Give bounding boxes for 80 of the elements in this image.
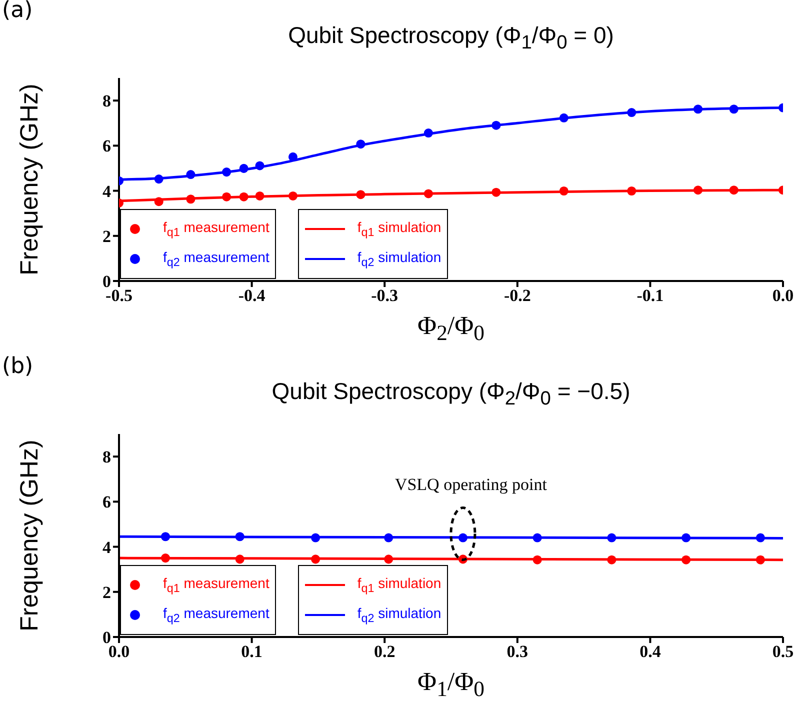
point xyxy=(693,186,703,195)
point xyxy=(532,533,542,542)
point xyxy=(255,161,264,170)
point xyxy=(160,532,170,542)
point xyxy=(160,554,170,563)
point xyxy=(384,554,394,564)
x-tick-label: 0.3 xyxy=(506,642,528,662)
point xyxy=(627,108,636,118)
x-tick-label: 0.4 xyxy=(640,642,662,662)
y-axis-title: Frequency (GHz) xyxy=(16,84,44,276)
legend-label: f$_{q1}$ measurement xyxy=(163,575,270,595)
point xyxy=(311,533,320,542)
point xyxy=(424,189,433,198)
point xyxy=(288,191,298,200)
point xyxy=(492,120,501,130)
point xyxy=(222,192,232,202)
point xyxy=(682,555,691,564)
x-tick-label: 0.2 xyxy=(374,642,396,662)
annotation: VSLQ operating point xyxy=(394,474,548,494)
x-tick-label: 0.1 xyxy=(241,642,262,662)
point xyxy=(559,186,568,196)
point xyxy=(311,554,320,564)
y-tick-label: 2 xyxy=(102,582,111,602)
y-axis-title: Frequency (GHz) xyxy=(16,440,44,632)
point xyxy=(154,174,164,184)
y-tick-label: 4 xyxy=(102,182,112,201)
x-tick-label: 0.5 xyxy=(772,642,794,662)
x-tick-label: -0.2 xyxy=(504,286,531,306)
point xyxy=(222,168,232,177)
legend-label: f$_{q1}$ simulation xyxy=(357,575,442,595)
point xyxy=(186,170,196,180)
point xyxy=(756,533,765,542)
point xyxy=(756,555,765,564)
text: (b) xyxy=(2,354,34,379)
point xyxy=(154,197,164,206)
point xyxy=(235,532,244,542)
point xyxy=(239,192,248,202)
x-tick-label: -0.1 xyxy=(636,286,664,306)
point xyxy=(627,186,636,196)
point xyxy=(186,194,196,204)
point xyxy=(356,140,366,149)
y-tick-label: 2 xyxy=(102,226,111,246)
legend-label: f$_{q1}$ simulation xyxy=(357,219,442,239)
point xyxy=(693,104,703,114)
x-axis-title: Φ$_{2}$/Φ$_{0}$ xyxy=(418,311,484,346)
y-tick-label: 6 xyxy=(102,492,111,512)
x-axis-title: Φ$_{1}$/Φ$_{0}$ xyxy=(418,667,484,702)
point xyxy=(607,533,616,542)
text: (a) xyxy=(2,0,33,23)
legend-label: f$_{q1}$ measurement xyxy=(163,219,270,239)
point xyxy=(255,191,264,200)
point xyxy=(235,554,244,564)
chart-title: Qubit Spectroscopy (Φ$_{1}$/Φ$_{0}$ = 0) xyxy=(288,22,614,54)
point xyxy=(288,152,298,162)
x-tick-label: 0.0 xyxy=(772,286,794,306)
point xyxy=(492,188,501,197)
point xyxy=(458,533,468,542)
y-tick-label: 8 xyxy=(102,448,111,467)
point xyxy=(384,533,394,542)
point xyxy=(532,555,542,564)
point xyxy=(424,128,433,138)
point xyxy=(559,113,568,122)
y-tick-label: 6 xyxy=(102,136,111,156)
x-tick-label: -0.3 xyxy=(371,286,398,306)
point xyxy=(682,533,691,542)
x-tick-label: -0.4 xyxy=(238,286,266,306)
point xyxy=(607,555,616,564)
y-tick-label: 8 xyxy=(102,92,111,111)
point xyxy=(729,186,738,195)
point xyxy=(356,190,366,200)
legend-label: f$_{q2}$ measurement xyxy=(163,249,270,269)
legend-label: f$_{q2}$ simulation xyxy=(357,249,442,269)
y-tick-label: 0 xyxy=(102,628,111,648)
x-tick-label: 0.0 xyxy=(108,642,130,662)
y-tick-label: 4 xyxy=(102,538,112,557)
chart-title: Qubit Spectroscopy (Φ$_{2}$/Φ$_{0}$ = −0.5) xyxy=(272,378,630,410)
legend-label: f$_{q2}$ measurement xyxy=(163,605,270,625)
point xyxy=(729,104,738,114)
point xyxy=(239,164,248,173)
legend-label: f$_{q2}$ simulation xyxy=(357,605,442,625)
